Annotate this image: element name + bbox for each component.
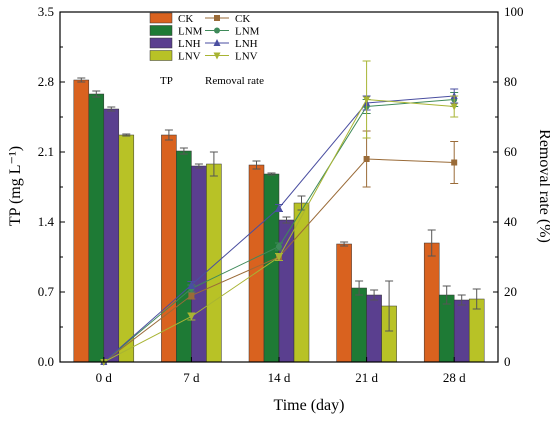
legend-marker-lnh <box>213 39 221 46</box>
point-lnv-1 <box>187 313 195 321</box>
bar-ck-4 <box>423 242 440 363</box>
y2-tick-label: 60 <box>504 144 517 159</box>
legend-label-rate-lnv: LNV <box>235 51 258 63</box>
bar-lnv-0 <box>118 134 135 363</box>
y-tick-label: 1.4 <box>38 214 55 229</box>
errorbar-lnm-0 <box>92 90 101 98</box>
errorbar-ck-2 <box>252 160 261 170</box>
x-tick-label: 7 d <box>183 370 200 385</box>
legend-label-rate-lnh: LNH <box>235 38 258 50</box>
bar-ck-2 <box>248 164 265 363</box>
errorbar-ck-0 <box>77 77 86 83</box>
axes-layer: 0.0 0.7 1.4 2.1 2.8 3.5 0 20 40 60 80 100 0 d 7 d 14 d… <box>38 4 524 385</box>
errorbar-lnv-0 <box>122 133 131 137</box>
errorbar-lnv-4 <box>472 288 481 310</box>
errorbar-lnm-3 <box>355 280 364 296</box>
legend-label-lnm: LNM <box>178 26 203 38</box>
point-lnv-2 <box>275 254 283 261</box>
x-tick-label: 14 d <box>268 370 291 385</box>
x-tick-label: 28 d <box>443 370 466 385</box>
legend-label-rate-lnm: LNM <box>235 26 260 38</box>
errorbar-lnm-2 <box>267 172 276 176</box>
point-lnv-3 <box>363 96 371 104</box>
y2-tick-label: 80 <box>504 74 517 89</box>
bar-lnm-4 <box>438 294 455 363</box>
point-lnm-2 <box>276 243 282 250</box>
bar-lnm-3 <box>351 287 367 363</box>
legend-swatch-ck <box>149 12 173 24</box>
errorbar-lnh-0 <box>107 106 116 112</box>
x-axis-title: Time (day) <box>274 397 345 414</box>
y-tick-label: 0.0 <box>38 354 54 369</box>
legend-label-lnh: LNH <box>178 38 201 50</box>
errorbar-lnv-1 <box>209 151 218 177</box>
legend-title-removal-rate: Removal rate <box>205 75 264 87</box>
errorbar-lnv-3 <box>385 280 394 332</box>
y2-tick-label: 40 <box>504 214 517 229</box>
bar-lnh-4 <box>453 299 470 363</box>
legend-marker-lnm <box>214 27 220 34</box>
errorbar-lnm-1 <box>179 147 188 155</box>
x-tick-label: 0 d <box>96 370 113 385</box>
y-tick-label: 3.5 <box>38 4 54 19</box>
bar-lnm-0 <box>88 93 105 363</box>
y2-tick-label: 100 <box>504 4 524 19</box>
legend-marker-lnv <box>213 52 221 60</box>
bar-ck-3 <box>336 243 352 363</box>
point-ck-4 <box>451 159 458 166</box>
bar-ck-0 <box>73 79 90 363</box>
legend-swatch-lnv <box>149 50 173 61</box>
legend-marker-ck <box>214 15 220 21</box>
bar-lnm-1 <box>176 150 192 363</box>
bar-lnv-1 <box>206 163 222 363</box>
errorbar-ck-3 <box>340 241 349 247</box>
legend-swatch-lnm <box>149 25 173 36</box>
bar-lnm-2 <box>263 173 280 363</box>
y-axis-title: TP (mg L⁻¹) <box>7 146 24 226</box>
bar-lnh-3 <box>366 294 382 363</box>
x-tick-label: 21 d <box>355 370 378 385</box>
bar-lnh-1 <box>191 165 207 363</box>
y-tick-label: 2.8 <box>38 74 54 89</box>
errorbar-lnh-4 <box>457 294 466 306</box>
errorbar-ck-1 <box>164 129 173 141</box>
point-ck-3 <box>363 156 370 162</box>
legend-label-rate-ck: CK <box>235 13 250 25</box>
errorbar-lnh-2 <box>282 216 291 224</box>
errorbar-lnh-3 <box>370 289 379 301</box>
point-ck-1 <box>188 292 195 299</box>
y2-tick-label: 20 <box>504 284 517 299</box>
legend-label-ck: CK <box>178 13 193 25</box>
errorbar-lnh-1 <box>194 163 203 169</box>
legend-label-lnv: LNV <box>178 51 201 63</box>
y-tick-label: 2.1 <box>38 144 54 159</box>
errorbar-ck-4 <box>427 229 436 257</box>
bar-lnh-0 <box>103 108 120 363</box>
bars-layer <box>73 77 485 363</box>
legend-title-tp: TP <box>160 75 173 87</box>
errorbar-lnm-4 <box>442 285 451 305</box>
point-lnh-2 <box>275 204 283 211</box>
bar-lnh-2 <box>278 219 295 363</box>
y-tick-label: 0.7 <box>38 284 55 299</box>
point-lnh-1 <box>187 281 195 288</box>
legend-swatch-lnh <box>149 37 173 49</box>
y2-tick-label: 0 <box>504 354 511 369</box>
lines-layer <box>100 60 459 366</box>
y2-axis-title: Removal rate (%) <box>536 129 550 243</box>
point-lnv-4 <box>450 103 458 111</box>
